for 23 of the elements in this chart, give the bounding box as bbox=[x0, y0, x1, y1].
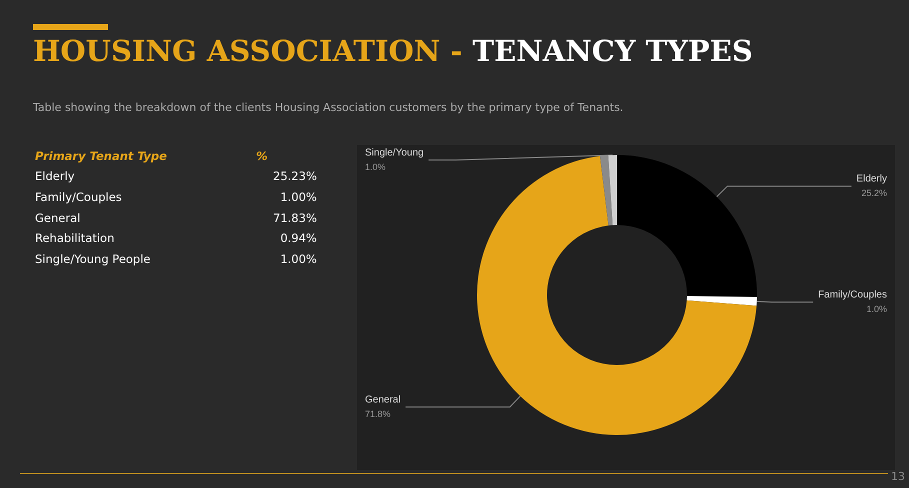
slice-label: General bbox=[365, 394, 401, 406]
text: Table showing the breakdown of the clients Housing Association customers by the primary type of Tenants. bbox=[33, 101, 624, 114]
text: % bbox=[255, 149, 269, 165]
category-label: Rehabilitation bbox=[35, 231, 116, 248]
data-label: 1.0% bbox=[365, 162, 386, 172]
data-label: 1.0% bbox=[866, 304, 887, 314]
data-label: 0.94% bbox=[279, 231, 317, 248]
data-label: 71.8% bbox=[365, 409, 391, 420]
slice-label: Elderly bbox=[856, 174, 887, 185]
category-label: Elderly bbox=[35, 169, 76, 186]
category-label: General bbox=[35, 210, 82, 227]
slice-label: Family/Couples bbox=[818, 290, 887, 301]
category-label: Family/Couples bbox=[35, 190, 123, 206]
category-label: Single/Young People bbox=[35, 252, 152, 268]
data-label: 1.00% bbox=[279, 252, 317, 268]
data-label: 1.00% bbox=[279, 190, 317, 206]
slice-label: Single/Young bbox=[365, 148, 424, 158]
data-label: 71.83% bbox=[272, 210, 317, 227]
data-label: 25.23% bbox=[272, 169, 317, 186]
text: Primary Tenant Type bbox=[35, 149, 167, 165]
text: 13 bbox=[891, 470, 905, 483]
data-label: 25.2% bbox=[861, 188, 887, 198]
text: HOUSING ASSOCIATION - TENANCY TYPES bbox=[33, 34, 753, 68]
